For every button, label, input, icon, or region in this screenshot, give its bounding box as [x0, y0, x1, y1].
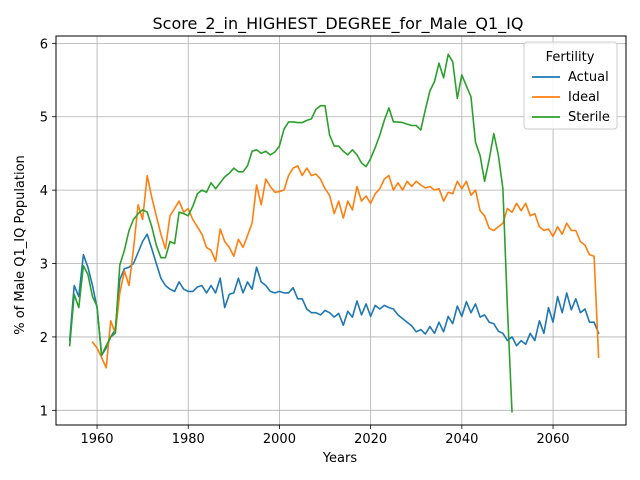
series-line-actual: [68, 233, 600, 357]
legend: Fertility Actual Ideal Sterile: [523, 41, 618, 130]
chart-title: Score_2_in_HIGHEST_DEGREE_for_Male_Q1_IQ: [153, 14, 524, 34]
y-tick-label: 5: [40, 111, 48, 126]
x-axis-ticks: 1960 1980 2000 2020 2040 2060: [80, 425, 570, 447]
x-tick-label: 1980: [172, 432, 205, 447]
y-tick-label: 2: [40, 331, 48, 346]
plot-area-frame: [55, 35, 627, 426]
y-axis-ticks: 1 2 3 4 5 6: [40, 37, 56, 419]
y-tick-label: 3: [40, 258, 48, 273]
y-tick-label: 6: [40, 37, 48, 52]
x-tick-label: 1960: [80, 432, 113, 447]
legend-entries: Actual Ideal Sterile: [532, 70, 610, 125]
legend-box: [523, 41, 618, 130]
x-tick-label: 2040: [445, 432, 478, 447]
x-tick-label: 2020: [354, 432, 387, 447]
legend-title: Fertility: [546, 50, 595, 65]
y-tick-label: 4: [40, 184, 48, 199]
legend-label-ideal: Ideal: [568, 90, 600, 105]
x-axis-title: Years: [322, 451, 358, 466]
y-tick-label: 1: [40, 404, 48, 419]
y-axis-title: % of Male Q1_IQ Population: [13, 155, 28, 335]
legend-label-sterile: Sterile: [568, 110, 610, 125]
legend-label-actual: Actual: [568, 70, 609, 85]
x-tick-label: 2060: [536, 432, 569, 447]
series-lines: [68, 53, 600, 413]
series-line-sterile: [68, 53, 513, 413]
x-tick-label: 2000: [263, 432, 296, 447]
series-line-ideal: [91, 165, 600, 369]
